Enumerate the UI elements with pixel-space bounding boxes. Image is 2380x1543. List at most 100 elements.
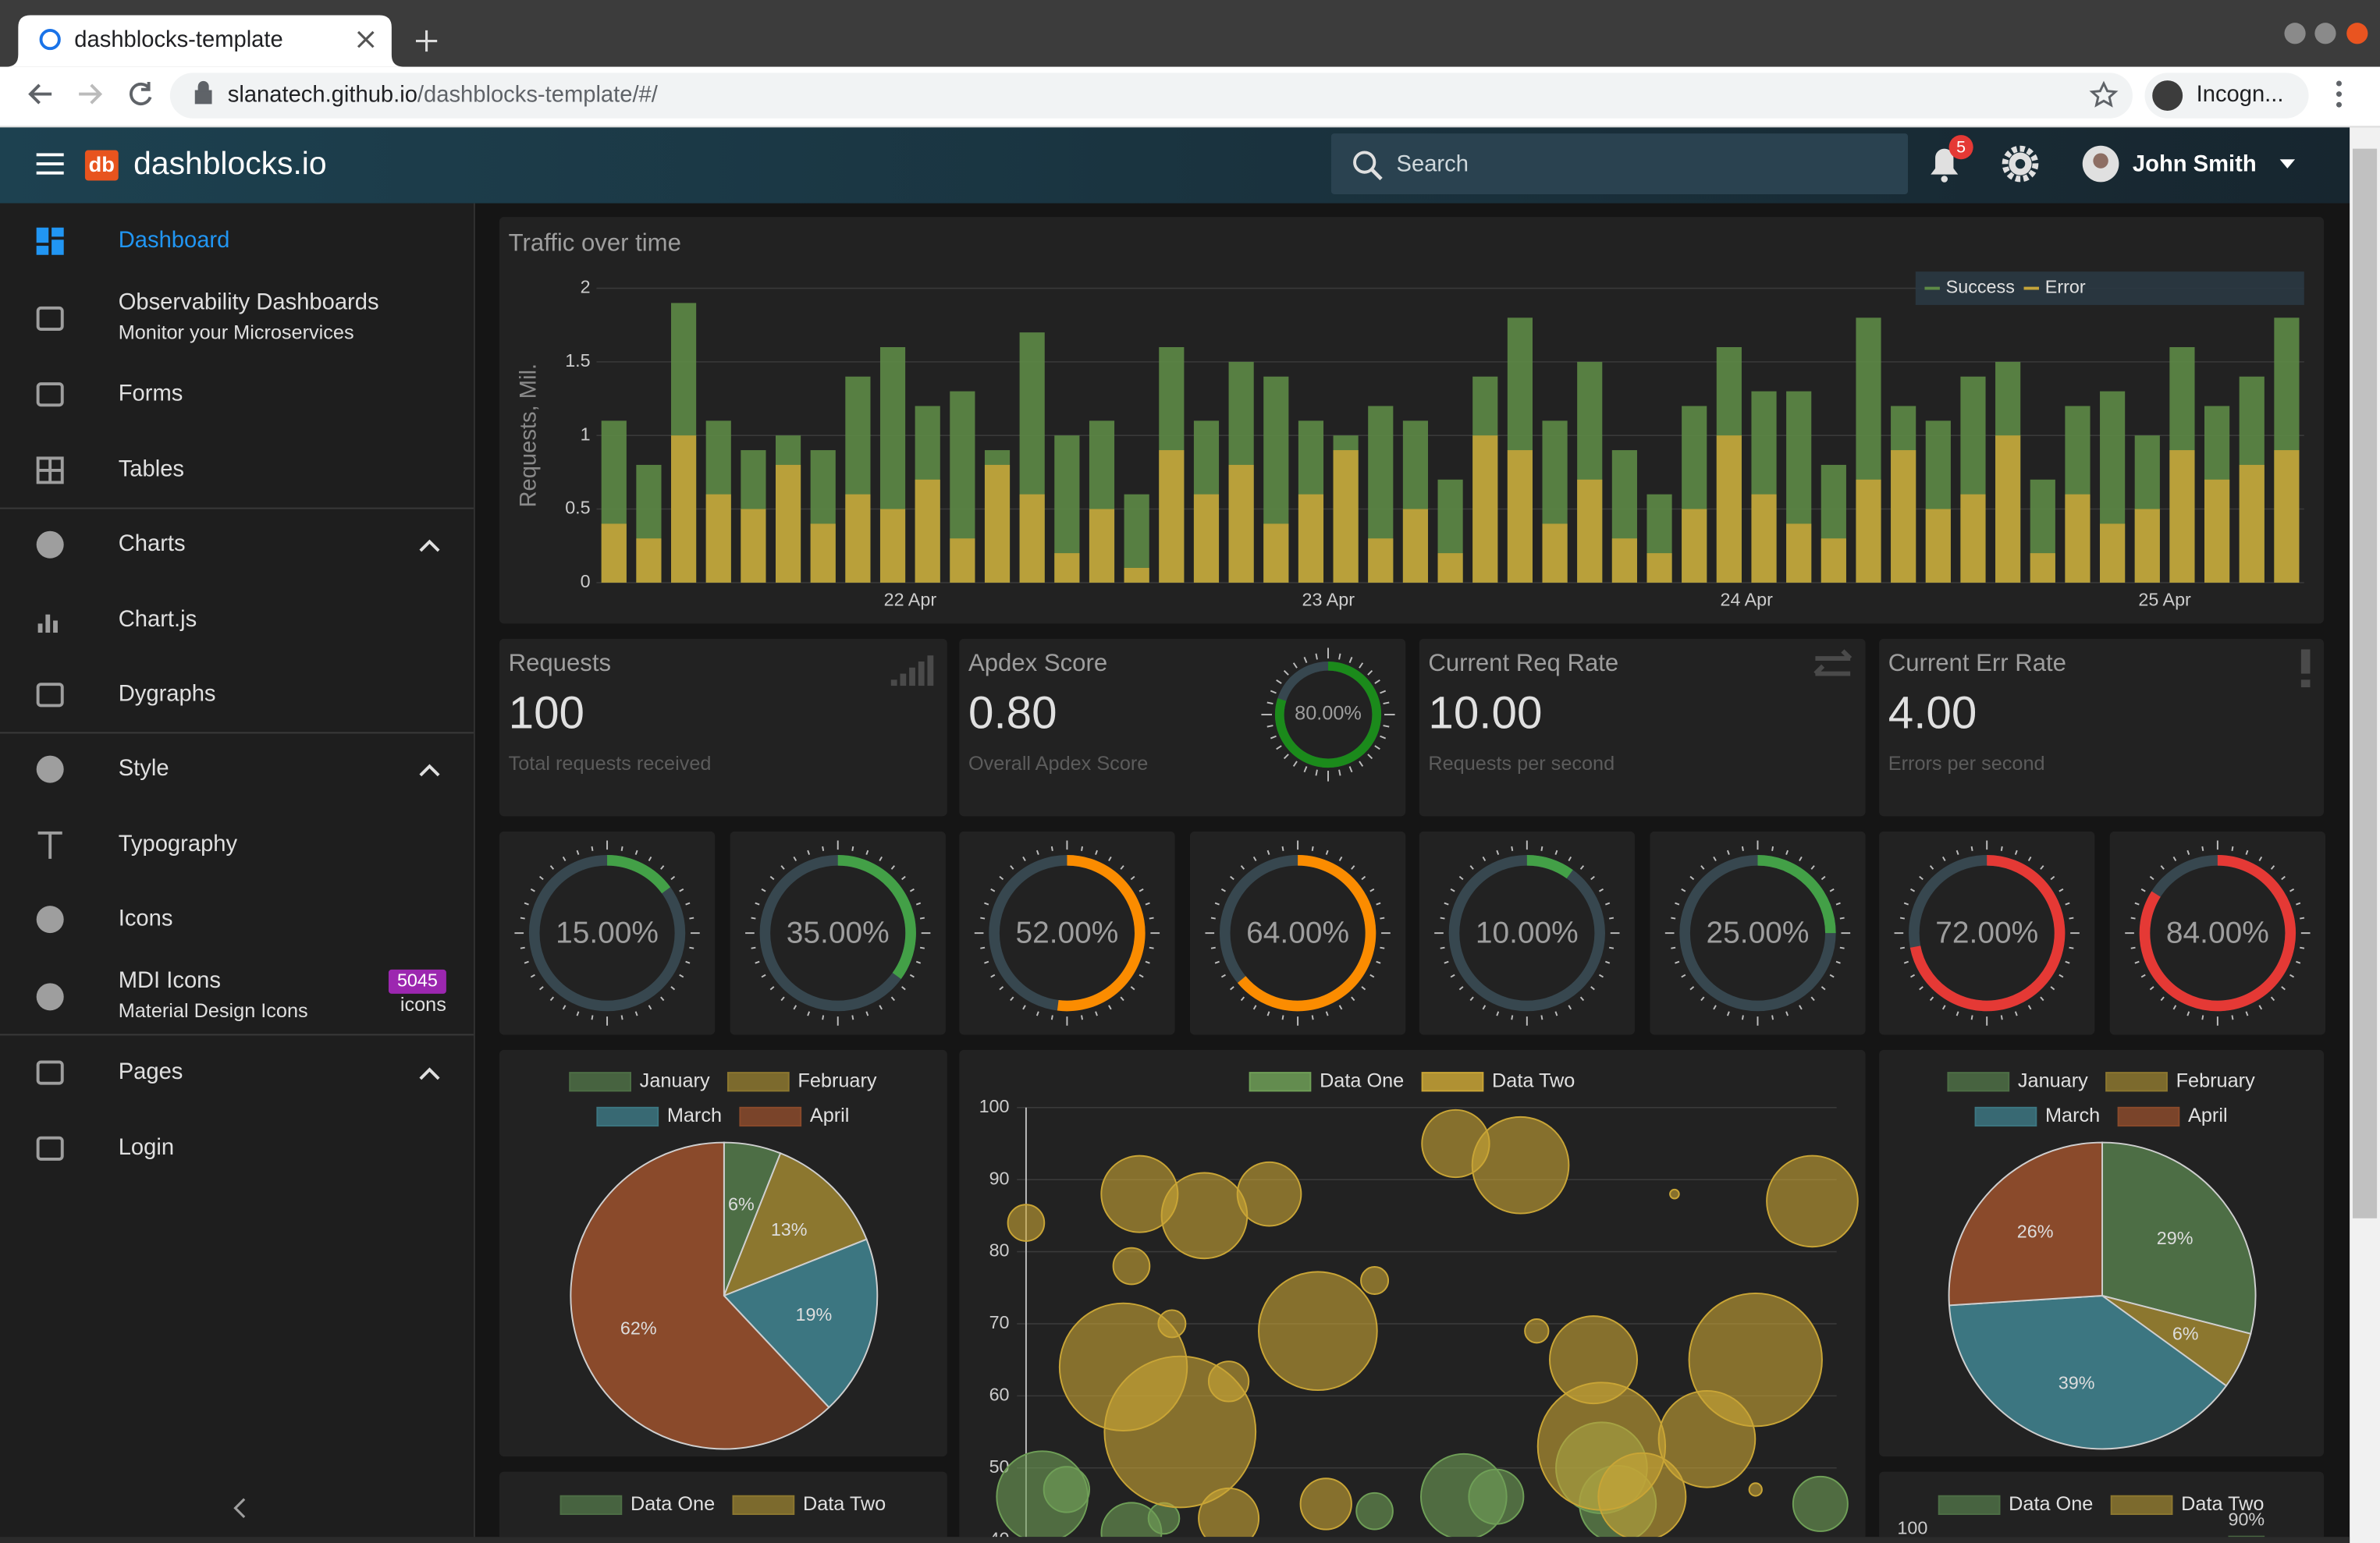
- legend-label[interactable]: Data Two: [2181, 1493, 2264, 1515]
- expand-chevron[interactable]: [419, 539, 440, 552]
- bell-icon[interactable]: [1931, 148, 1959, 175]
- menu-item[interactable]: Style: [119, 756, 169, 781]
- bubble[interactable]: [1792, 1475, 1849, 1532]
- bubble[interactable]: [1597, 1452, 1687, 1541]
- legend-swatch[interactable]: [1249, 1072, 1312, 1092]
- pie-slice[interactable]: [1948, 1294, 2228, 1450]
- collapse-button[interactable]: [233, 1498, 246, 1519]
- legend-swatch[interactable]: [726, 1072, 790, 1092]
- legend-label[interactable]: Data One: [1320, 1069, 1404, 1091]
- reload-button[interactable]: [130, 82, 152, 106]
- legend-label[interactable]: April: [2188, 1105, 2228, 1126]
- pie-slice[interactable]: [2101, 1141, 2257, 1335]
- pie-slice[interactable]: [1948, 1141, 2104, 1307]
- bubble[interactable]: [1471, 1116, 1570, 1215]
- expand-chevron[interactable]: [419, 764, 440, 777]
- menu-item[interactable]: Pages: [119, 1059, 183, 1084]
- legend-label[interactable]: April: [810, 1105, 850, 1126]
- menu-item[interactable]: Login: [119, 1135, 174, 1160]
- legend-label[interactable]: Success: [1946, 277, 2015, 297]
- legend-label[interactable]: Data One: [631, 1493, 715, 1515]
- tab-close[interactable]: [357, 30, 375, 48]
- bubble[interactable]: [1657, 1389, 1757, 1488]
- legend-swatch[interactable]: [739, 1106, 802, 1127]
- gauge-scale: [2289, 888, 2295, 892]
- menu-item[interactable]: Dashboard: [119, 228, 230, 253]
- bubble[interactable]: [1207, 1360, 1250, 1403]
- bubble[interactable]: [1160, 1172, 1249, 1260]
- bubble[interactable]: [1299, 1477, 1352, 1531]
- forward-button[interactable]: [79, 83, 103, 105]
- bubble[interactable]: [1043, 1466, 1091, 1513]
- gauge-scale: [1376, 902, 1381, 906]
- legend-label[interactable]: Data One: [2009, 1493, 2093, 1515]
- bubble[interactable]: [1007, 1204, 1046, 1242]
- menu-item[interactable]: Observability Dashboards: [119, 290, 379, 315]
- bubble[interactable]: [1766, 1155, 1859, 1248]
- menu-item[interactable]: Tables: [119, 457, 184, 482]
- legend-swatch[interactable]: [569, 1072, 631, 1092]
- gauge-scale: [1108, 856, 1112, 861]
- menu-dot: [2336, 91, 2342, 98]
- x-tick-label: 24 Apr: [1720, 589, 1773, 609]
- legend-swatch[interactable]: [596, 1106, 659, 1127]
- bar: [1821, 538, 1846, 583]
- bubble[interactable]: [1524, 1318, 1550, 1344]
- url-field[interactable]: [169, 73, 2133, 119]
- gauge-scale: [1374, 679, 1380, 684]
- legend-label[interactable]: March: [2045, 1105, 2100, 1126]
- bubble[interactable]: [1360, 1266, 1390, 1296]
- expand-chevron[interactable]: [419, 1067, 440, 1080]
- pie-slice[interactable]: [723, 1238, 879, 1409]
- window-button[interactable]: [2314, 23, 2336, 44]
- new-tab[interactable]: [415, 30, 438, 52]
- legend-swatch[interactable]: [1421, 1072, 1484, 1092]
- legend-swatch[interactable]: [732, 1495, 795, 1516]
- bubble[interactable]: [1355, 1492, 1394, 1531]
- window-button[interactable]: [2284, 23, 2306, 44]
- gauge-scale: [1821, 986, 1826, 991]
- legend-label[interactable]: March: [667, 1105, 722, 1126]
- legend-label[interactable]: February: [797, 1069, 876, 1091]
- bubble[interactable]: [1112, 1247, 1151, 1286]
- bubble[interactable]: [1258, 1271, 1378, 1392]
- legend-swatch[interactable]: [2117, 1106, 2180, 1127]
- legend-swatch[interactable]: [1938, 1495, 2001, 1516]
- bubble[interactable]: [1468, 1468, 1525, 1525]
- pie-slice[interactable]: [570, 1141, 830, 1450]
- legend-label[interactable]: Data Two: [803, 1493, 886, 1515]
- legend-swatch[interactable]: [1974, 1106, 2037, 1127]
- menu-item[interactable]: Forms: [119, 381, 183, 406]
- user-caret[interactable]: [2279, 159, 2296, 168]
- menu-item[interactable]: Dygraphs: [119, 681, 216, 706]
- menu-item[interactable]: Typography: [119, 832, 238, 857]
- user-name[interactable]: John Smith: [2133, 152, 2257, 177]
- pie-slice[interactable]: [723, 1152, 868, 1297]
- bookmark-star[interactable]: [2089, 80, 2119, 108]
- legend-label[interactable]: Data Two: [1492, 1069, 1575, 1091]
- legend-label[interactable]: February: [2176, 1069, 2255, 1091]
- menu-item[interactable]: MDI Icons: [119, 968, 221, 993]
- legend-label[interactable]: Error: [2045, 277, 2086, 297]
- gear-icon[interactable]: [2002, 145, 2039, 183]
- bubble[interactable]: [1669, 1188, 1680, 1200]
- legend-swatch[interactable]: [1947, 1072, 2010, 1092]
- browser-tab[interactable]: [5, 15, 404, 67]
- legend-label[interactable]: January: [2018, 1069, 2088, 1091]
- profile-chip[interactable]: [2144, 73, 2309, 119]
- legend-swatch[interactable]: [559, 1495, 623, 1516]
- bubble[interactable]: [1198, 1487, 1260, 1543]
- back-button[interactable]: [28, 83, 52, 105]
- menu-item[interactable]: Icons: [119, 906, 173, 931]
- legend-swatch[interactable]: [2105, 1072, 2168, 1092]
- bubble[interactable]: [1236, 1161, 1302, 1227]
- legend-swatch[interactable]: [2110, 1495, 2173, 1516]
- menu-item[interactable]: Chart.js: [119, 607, 197, 632]
- search-box[interactable]: [1330, 133, 1909, 194]
- menu-item[interactable]: Charts: [119, 531, 186, 556]
- gauge-scale: [1771, 846, 1774, 851]
- scroll-thumb[interactable]: [2352, 148, 2378, 1218]
- window-button[interactable]: [2346, 23, 2368, 44]
- legend-label[interactable]: January: [640, 1069, 710, 1091]
- bubble[interactable]: [1748, 1482, 1763, 1497]
